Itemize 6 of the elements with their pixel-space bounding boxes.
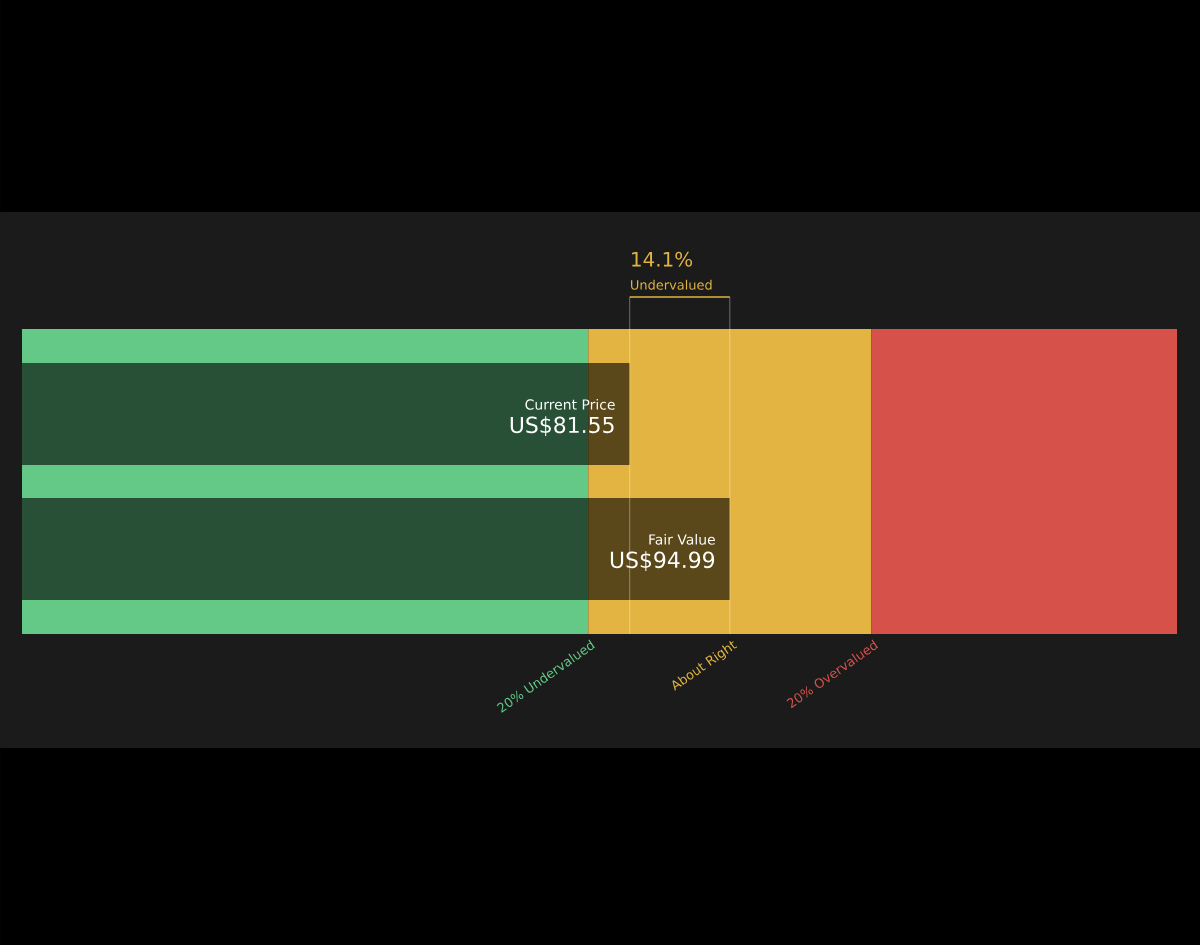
data-label: US$81.55 bbox=[510, 416, 614, 437]
y-tick-label: Current Price bbox=[525, 399, 615, 410]
text: 14.1% bbox=[632, 251, 693, 267]
data-label: US$94.99 bbox=[610, 551, 715, 572]
text: Undervalued bbox=[631, 279, 712, 290]
y-tick-label: Fair Value bbox=[649, 533, 715, 545]
